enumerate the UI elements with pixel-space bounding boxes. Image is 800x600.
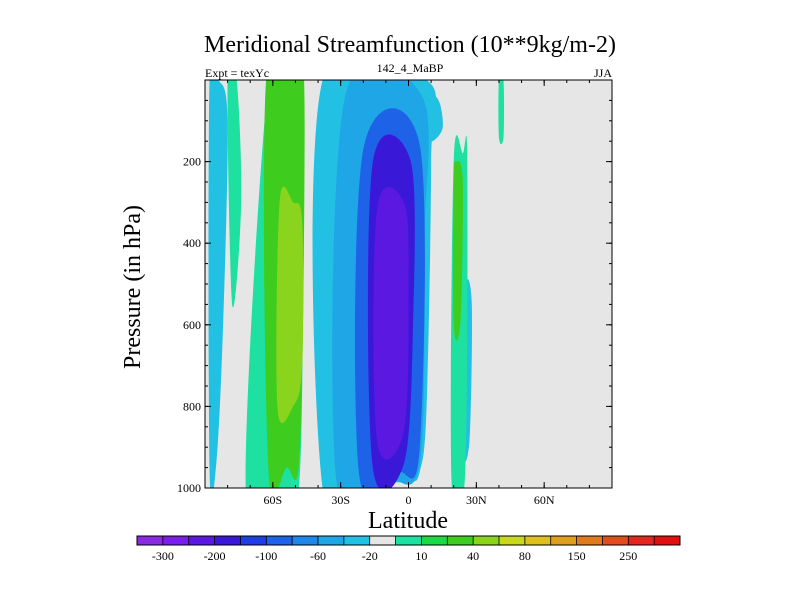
colorbar-label: 80 [519,549,531,563]
contour-region [276,186,304,424]
left-subtitle: Expt = texYc [205,66,269,80]
colorbar-swatch [576,536,603,545]
x-tick-label: 60N [534,493,555,507]
colorbar-label: 250 [619,549,637,563]
y-tick-label: 1000 [177,481,201,495]
colorbar-label: -60 [310,549,326,563]
colorbar-swatch [395,536,422,545]
contour-region [373,186,409,460]
colorbar-swatch [343,536,371,545]
colorbar-label: 150 [568,549,586,563]
x-tick-label: 60S [263,493,282,507]
y-tick-label: 600 [183,318,201,332]
x-tick-label: 30N [466,493,487,507]
colorbar-swatch [421,536,448,545]
contour-region [227,80,242,308]
colorbar-label: 40 [467,549,479,563]
colorbar-swatch [369,536,396,545]
colorbar-swatch [240,536,267,545]
colorbar-swatch [162,536,190,545]
y-tick-label: 200 [183,155,201,169]
contour-region [498,80,505,145]
colorbar-swatch [628,536,655,545]
colorbar-swatch [447,536,474,545]
contour-region [453,160,463,341]
x-tick-label: 0 [406,493,412,507]
colorbar-swatch [550,536,577,545]
axis-ticks: 60S 30S 0 30N 60N 200 400 600 800 1000 [177,79,613,507]
chart-title: Meridional Streamfunction (10**9kg/m-2) [204,32,616,58]
right-subtitle: JJA [594,66,612,80]
colorbar-swatch [524,536,552,545]
colorbar-swatch [318,536,345,545]
colorbar-label: -200 [204,549,226,563]
y-axis-title: Pressure (in hPa) [120,205,146,369]
colorbar-swatch [499,536,526,545]
x-tick-label: 30S [331,493,350,507]
contour-region [430,95,443,142]
colorbar-swatch [473,536,500,545]
colorbar: -300 -200 -100 -60 -20 10 40 80 150 250 [136,535,681,563]
y-tick-label: 400 [183,236,201,250]
colorbar-label: 10 [415,549,427,563]
colorbar-swatch [266,536,293,545]
center-subtitle: 142_4_MaBP [377,61,444,75]
colorbar-label: -100 [255,549,277,563]
colorbar-frame [136,535,681,546]
colorbar-swatch [188,536,215,545]
contour-region [208,80,228,488]
colorbar-swatch [214,536,241,545]
colorbar-swatch [292,536,319,545]
colorbar-label: -20 [362,549,378,563]
x-axis-title: Latitude [368,508,448,534]
colorbar-swatch [654,536,681,545]
colorbar-label: -300 [152,549,174,563]
colorbar-swatch [137,536,164,545]
y-tick-label: 800 [183,399,201,413]
colorbar-swatch [602,536,629,545]
contour-layer [208,80,505,488]
